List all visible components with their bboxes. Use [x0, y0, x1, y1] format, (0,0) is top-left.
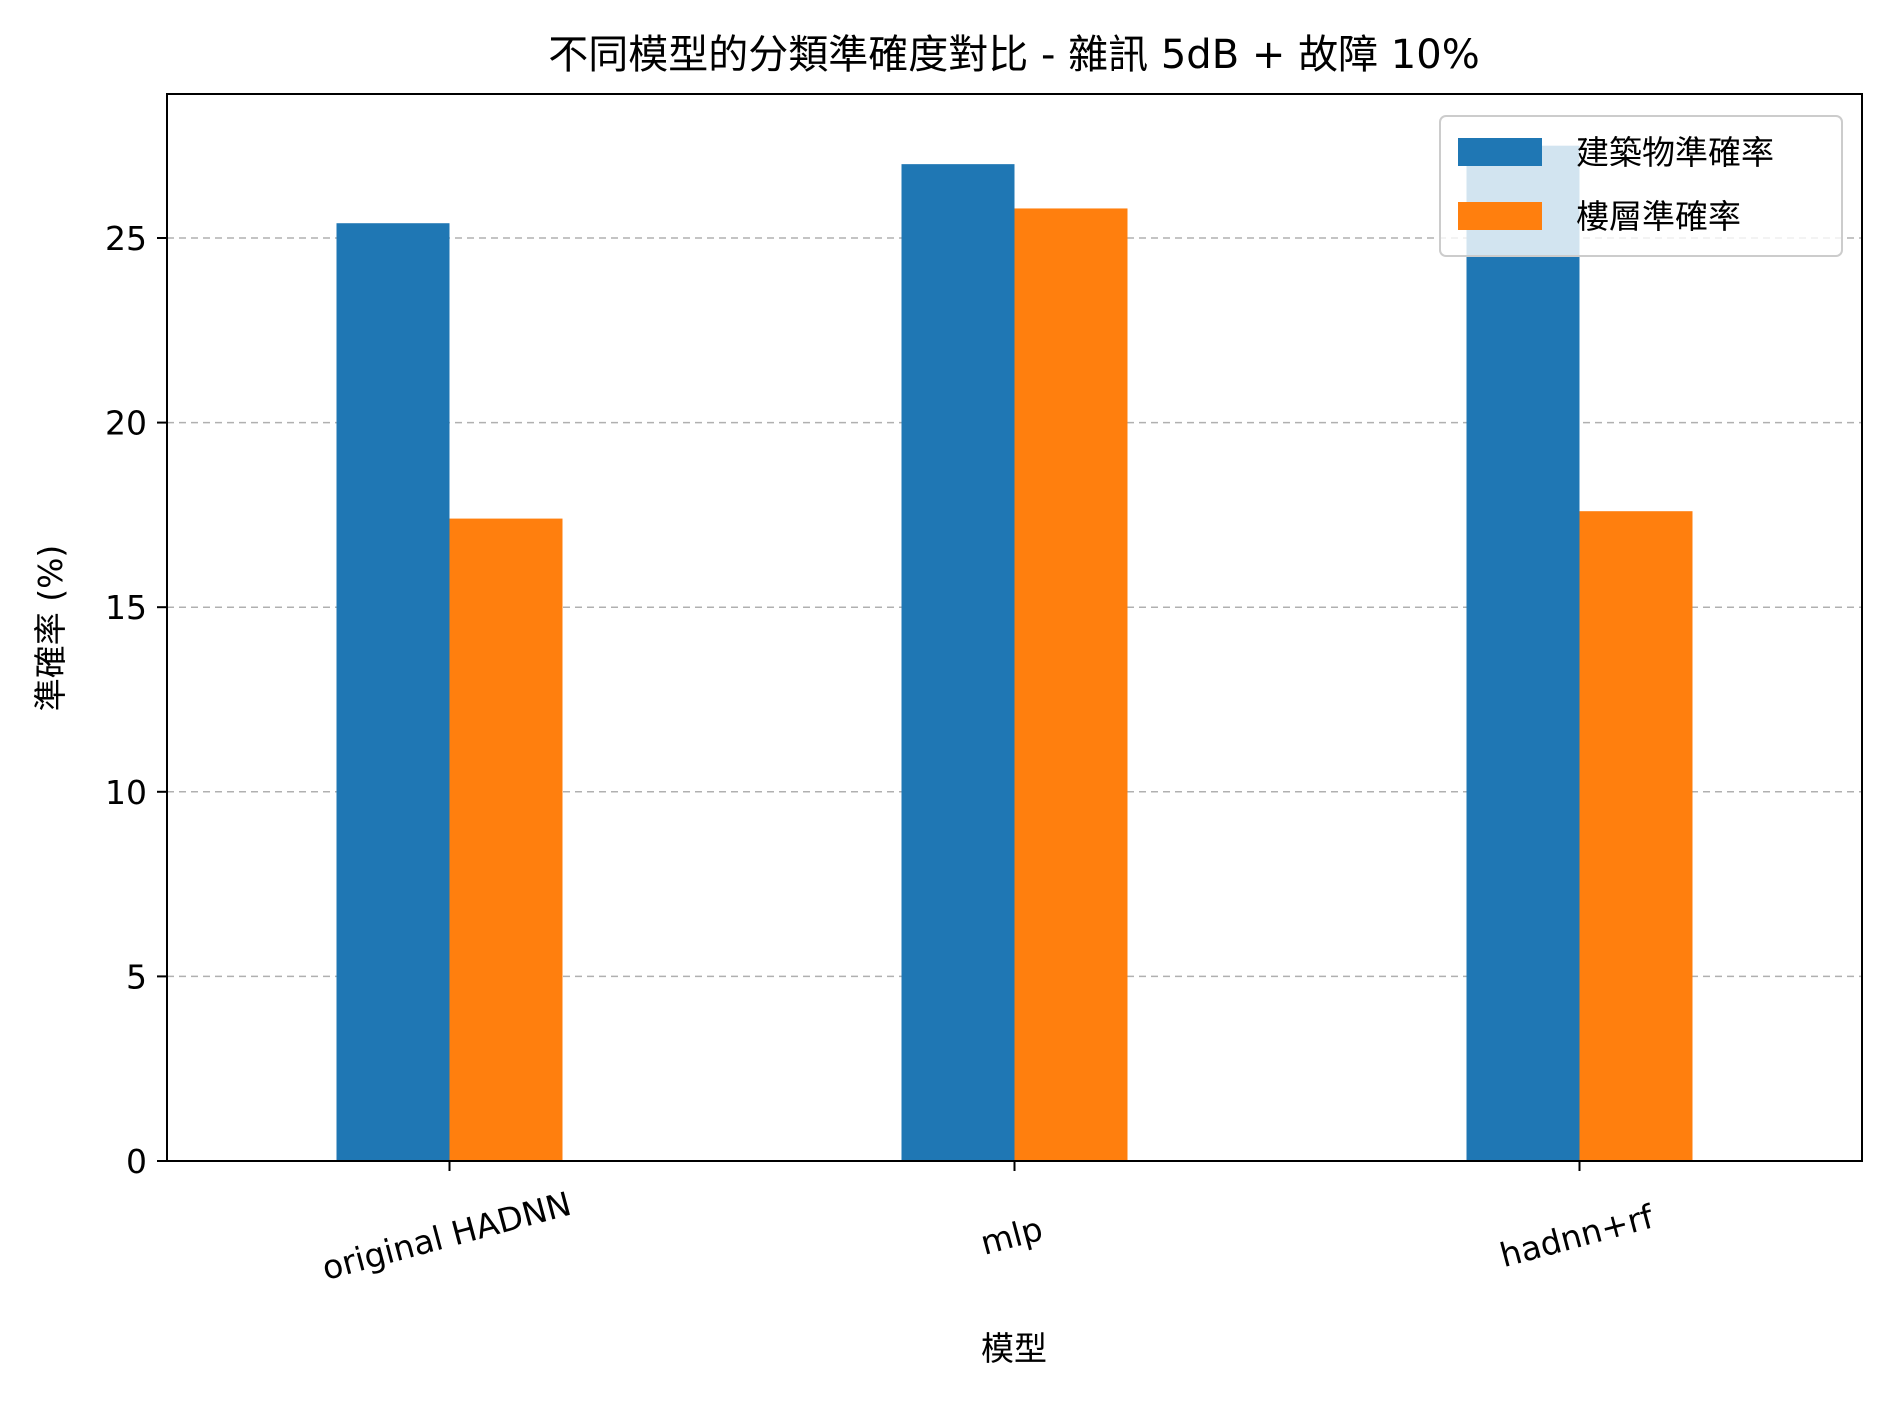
y-tick-label: 5 [126, 957, 147, 996]
bar [336, 223, 450, 1162]
y-tick-label: 10 [105, 773, 147, 812]
legend-label-building: 建築物準確率 [1576, 133, 1774, 172]
y-axis-label: 準確率 (%) [31, 545, 70, 712]
legend-label-floor: 樓層準確率 [1576, 197, 1741, 236]
chart-title: 不同模型的分類準確度對比 - 雜訊 5dB + 故障 10% [548, 32, 1479, 78]
x-axis-label: 模型 [981, 1329, 1047, 1368]
legend-swatch-floor [1458, 202, 1542, 230]
bar [449, 518, 563, 1161]
bar [901, 164, 1015, 1161]
bars [336, 145, 1693, 1162]
bar [1579, 511, 1693, 1161]
y-tick-label: 25 [105, 219, 147, 258]
bar [1014, 208, 1128, 1161]
bar [1466, 145, 1580, 1161]
legend: 建築物準確率 樓層準確率 [1439, 115, 1843, 257]
y-tick-label: 20 [105, 404, 147, 443]
legend-swatch-building [1458, 138, 1542, 166]
y-tick-label: 0 [126, 1142, 147, 1181]
y-tick-label: 15 [105, 588, 147, 627]
